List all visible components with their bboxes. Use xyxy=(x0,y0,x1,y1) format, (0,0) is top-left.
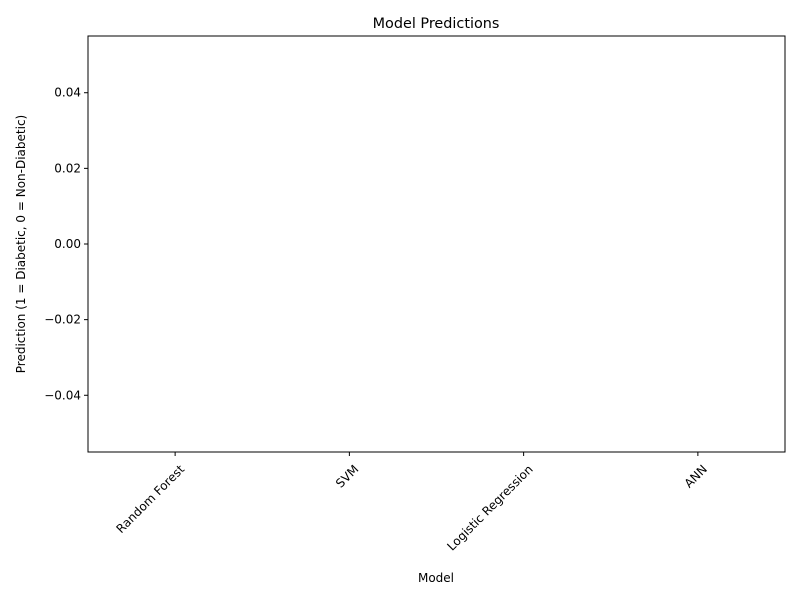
y-tick-label: 0.04 xyxy=(54,86,81,100)
x-tick-label: ANN xyxy=(682,462,710,490)
chart-title: Model Predictions xyxy=(373,16,500,32)
y-axis: 0.04 0.02 0.00 −0.02 −0.04 xyxy=(44,86,88,402)
plot-area-frame xyxy=(87,35,786,453)
y-axis-label: Prediction (1 = Diabetic, 0 = Non-Diabet… xyxy=(14,115,28,373)
x-tick-label: Random Forest xyxy=(113,462,187,536)
x-tick-label: SVM xyxy=(333,462,361,490)
x-axis: Random Forest SVM Logistic Regression ANN xyxy=(113,452,710,553)
y-tick-label: 0.02 xyxy=(54,161,81,175)
x-tick-label: Logistic Regression xyxy=(444,462,535,553)
y-tick-label: 0.00 xyxy=(54,237,81,251)
y-tick-label: −0.02 xyxy=(44,313,81,327)
y-tick-label: −0.04 xyxy=(44,388,81,402)
x-axis-label: Model xyxy=(418,571,454,585)
